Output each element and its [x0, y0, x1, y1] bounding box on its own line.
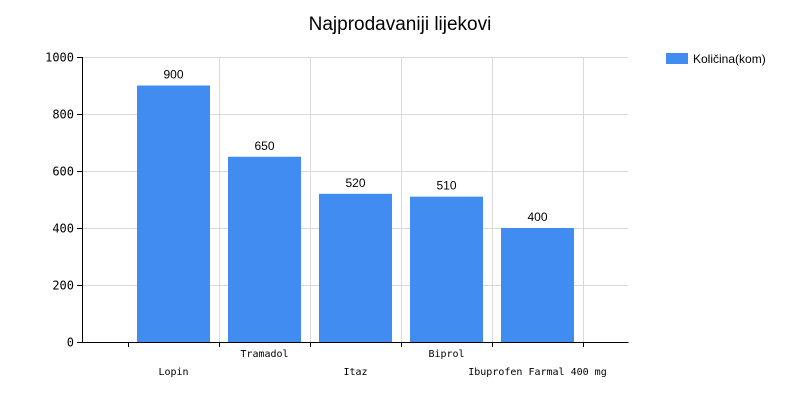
data-label: 520 — [345, 176, 365, 190]
y-tick-label: 600 — [52, 165, 74, 179]
data-label: 510 — [436, 179, 456, 193]
y-tick-label: 0 — [67, 336, 74, 350]
bar — [319, 193, 392, 342]
y-tick-label: 1000 — [45, 51, 74, 65]
x-tick-label: Lopin — [158, 367, 188, 378]
labels: 900 650 520 510 400 0 200 400 600 800 1000 Lopin Tra… — [45, 51, 607, 379]
axes — [77, 57, 629, 347]
bar — [137, 85, 210, 342]
y-tick-label: 800 — [52, 108, 74, 122]
bar — [501, 228, 574, 342]
data-label: 400 — [527, 210, 547, 224]
y-tick-label: 200 — [52, 279, 74, 293]
legend: Količina(kom) — [666, 52, 766, 66]
data-label: 900 — [163, 68, 183, 82]
x-tick-label: Ibuprofen Farmal 400 mg — [468, 367, 606, 378]
chart-title: Najprodavaniji lijekovi — [309, 14, 492, 35]
legend-label: Količina(kom) — [693, 52, 766, 66]
x-tick-label: Tramadol — [240, 349, 288, 360]
bar — [410, 196, 483, 342]
bars — [137, 85, 574, 342]
data-label: 650 — [254, 139, 274, 153]
x-tick-label: Itaz — [343, 367, 367, 378]
x-tick-label: Biprol — [428, 349, 464, 360]
legend-swatch — [666, 53, 688, 64]
bar — [228, 156, 301, 342]
y-tick-label: 400 — [52, 222, 74, 236]
